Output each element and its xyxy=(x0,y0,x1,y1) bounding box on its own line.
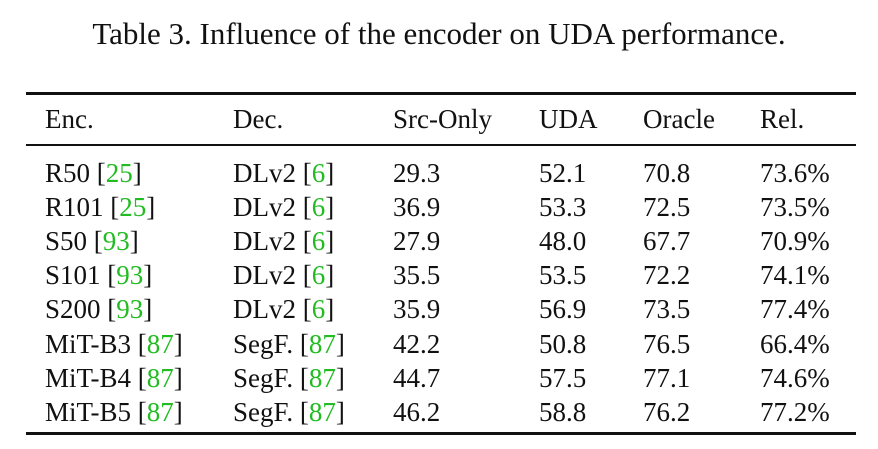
decoder-cell: SegF. [87] xyxy=(233,328,345,359)
encoder-citation: 93 xyxy=(116,260,144,291)
decoder-citation: 6 xyxy=(311,158,326,188)
src-only-value: 35.9 xyxy=(393,294,441,325)
decoder-cell: DLv2 [6] xyxy=(233,192,335,223)
table-row: S101 [93] DLv2 [6] 35.5 53.5 72.2 74.1% xyxy=(0,258,878,292)
decoder-name: SegF. xyxy=(233,396,294,427)
uda-value: 53.5 xyxy=(539,260,587,291)
decoder-citation: 87 xyxy=(308,396,336,427)
decoder-cell: SegF. [87] xyxy=(233,362,345,393)
uda-value: 53.3 xyxy=(539,192,587,223)
decoder-citation: 6 xyxy=(311,260,326,291)
src-only-value: 46.2 xyxy=(393,396,441,427)
src-only-value: 35.5 xyxy=(393,260,441,291)
table-row: MiT-B4 [87] SegF. [87] 44.7 57.5 77.1 74.6% xyxy=(0,361,878,395)
relative-value: 66.4% xyxy=(760,328,830,359)
oracle-value: 76.2 xyxy=(643,396,691,427)
decoder-citation: 6 xyxy=(311,294,326,325)
encoder-citation: 87 xyxy=(146,396,174,427)
decoder-cell: DLv2 [6] xyxy=(233,158,335,188)
oracle-value: 70.8 xyxy=(643,158,691,188)
encoder-name: R50 xyxy=(45,158,91,188)
decoder-name: DLv2 xyxy=(233,294,296,325)
oracle-value: 72.2 xyxy=(643,260,691,291)
oracle-value: 67.7 xyxy=(643,226,691,257)
decoder-name: DLv2 xyxy=(233,226,296,257)
decoder-cell: DLv2 [6] xyxy=(233,260,335,291)
table-row: R50 [25] DLv2 [6] 29.3 52.1 70.8 73.6% xyxy=(0,156,878,190)
uda-value: 50.8 xyxy=(539,328,587,359)
encoder-cell: R101 [25] xyxy=(45,192,156,223)
encoder-cell: MiT-B3 [87] xyxy=(45,328,183,359)
decoder-cell: DLv2 [6] xyxy=(233,294,335,325)
encoder-cell: R50 [25] xyxy=(45,158,142,188)
decoder-citation: 6 xyxy=(311,192,326,223)
encoder-cell: MiT-B5 [87] xyxy=(45,396,183,427)
decoder-cell: DLv2 [6] xyxy=(233,226,335,257)
uda-value: 57.5 xyxy=(539,362,587,393)
src-only-value: 29.3 xyxy=(393,158,441,188)
decoder-name: DLv2 xyxy=(233,158,296,188)
column-header-decoder: Dec. xyxy=(233,104,284,134)
encoder-citation: 93 xyxy=(116,294,144,325)
encoder-name: MiT-B3 xyxy=(45,328,132,359)
encoder-name: S50 xyxy=(45,226,88,257)
src-only-value: 44.7 xyxy=(393,362,441,393)
encoder-cell: S101 [93] xyxy=(45,260,153,291)
encoder-cell: S200 [93] xyxy=(45,294,153,325)
column-header-oracle: Oracle xyxy=(643,104,715,134)
oracle-value: 76.5 xyxy=(643,328,691,359)
src-only-value: 36.9 xyxy=(393,192,441,223)
column-header-src-only: Src-Only xyxy=(393,104,492,134)
encoder-name: MiT-B4 xyxy=(45,362,132,393)
encoder-citation: 25 xyxy=(119,192,147,223)
uda-value: 56.9 xyxy=(539,294,587,325)
table-bottom-rule xyxy=(26,432,856,435)
oracle-value: 72.5 xyxy=(643,192,691,223)
table-mid-rule xyxy=(26,144,856,146)
encoder-citation: 93 xyxy=(102,226,130,257)
decoder-name: SegF. xyxy=(233,328,294,359)
encoder-name: R101 xyxy=(45,192,104,223)
uda-value: 52.1 xyxy=(539,158,587,188)
oracle-value: 73.5 xyxy=(643,294,691,325)
encoder-name: S200 xyxy=(45,294,101,325)
decoder-name: DLv2 xyxy=(233,192,296,223)
decoder-citation: 87 xyxy=(308,362,336,393)
uda-value: 58.8 xyxy=(539,396,587,427)
relative-value: 77.4% xyxy=(760,294,830,325)
encoder-cell: S50 [93] xyxy=(45,226,139,257)
decoder-name: DLv2 xyxy=(233,260,296,291)
table-caption: Table 3. Influence of the encoder on UDA… xyxy=(92,16,786,51)
relative-value: 74.6% xyxy=(760,362,830,393)
table-row: S200 [93] DLv2 [6] 35.9 56.9 73.5 77.4% xyxy=(0,292,878,326)
decoder-citation: 87 xyxy=(308,328,336,359)
src-only-value: 42.2 xyxy=(393,328,441,359)
encoder-cell: MiT-B4 [87] xyxy=(45,362,183,393)
decoder-name: SegF. xyxy=(233,362,294,393)
table-header-row: Enc. Dec. Src-Only UDA Oracle Rel. xyxy=(0,102,878,136)
encoder-citation: 87 xyxy=(146,362,174,393)
uda-value: 48.0 xyxy=(539,226,587,257)
src-only-value: 27.9 xyxy=(393,226,441,257)
encoder-name: MiT-B5 xyxy=(45,396,132,427)
column-header-relative: Rel. xyxy=(760,104,805,134)
relative-value: 73.6% xyxy=(760,158,830,188)
oracle-value: 77.1 xyxy=(643,362,691,393)
encoder-name: S101 xyxy=(45,260,101,291)
table-row: R101 [25] DLv2 [6] 36.9 53.3 72.5 73.5% xyxy=(0,190,878,224)
table-row: MiT-B3 [87] SegF. [87] 42.2 50.8 76.5 66.4% xyxy=(0,327,878,361)
table-row: S50 [93] DLv2 [6] 27.9 48.0 67.7 70.9% xyxy=(0,224,878,258)
column-header-uda: UDA xyxy=(539,104,598,134)
decoder-citation: 6 xyxy=(311,226,326,257)
table-row: MiT-B5 [87] SegF. [87] 46.2 58.8 76.2 77.2% xyxy=(0,395,878,429)
encoder-citation: 87 xyxy=(146,328,174,359)
decoder-cell: SegF. [87] xyxy=(233,396,345,427)
table-top-rule xyxy=(26,92,856,95)
relative-value: 70.9% xyxy=(760,226,830,257)
relative-value: 73.5% xyxy=(760,192,830,223)
relative-value: 77.2% xyxy=(760,396,830,427)
relative-value: 74.1% xyxy=(760,260,830,291)
column-header-encoder: Enc. xyxy=(45,104,94,134)
encoder-citation: 25 xyxy=(105,158,133,188)
